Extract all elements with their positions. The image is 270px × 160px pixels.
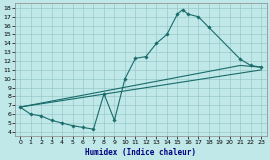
- X-axis label: Humidex (Indice chaleur): Humidex (Indice chaleur): [85, 148, 196, 156]
